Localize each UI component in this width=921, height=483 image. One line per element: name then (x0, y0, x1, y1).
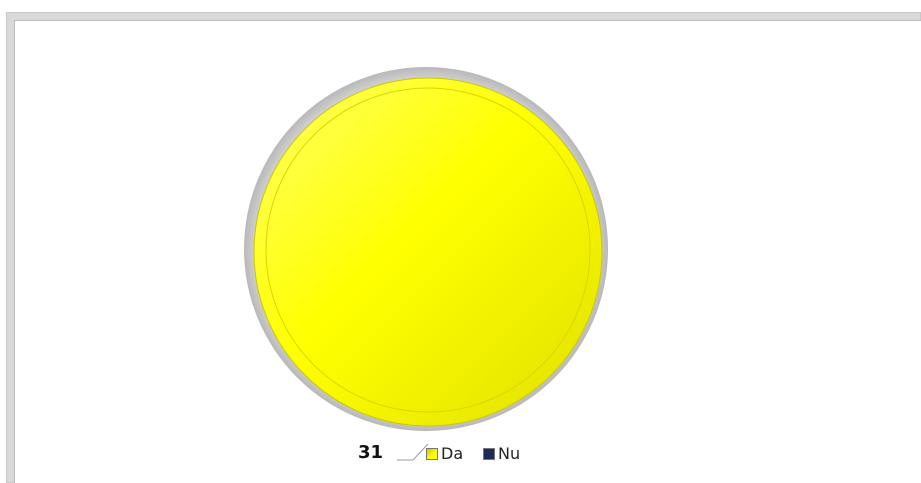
pie-inner-ring (265, 87, 591, 413)
pie-slice-da (253, 77, 603, 427)
legend-item-nu: Nu (483, 444, 520, 463)
legend-label-da: Da (441, 444, 464, 463)
legend-swatch-nu (483, 447, 495, 460)
data-label-da: 31 (358, 442, 384, 463)
legend-item-da: Da (426, 444, 463, 463)
legend-swatch-da (426, 447, 438, 460)
legend-label-nu: Nu (498, 444, 521, 463)
data-label-leader-line (397, 443, 429, 461)
